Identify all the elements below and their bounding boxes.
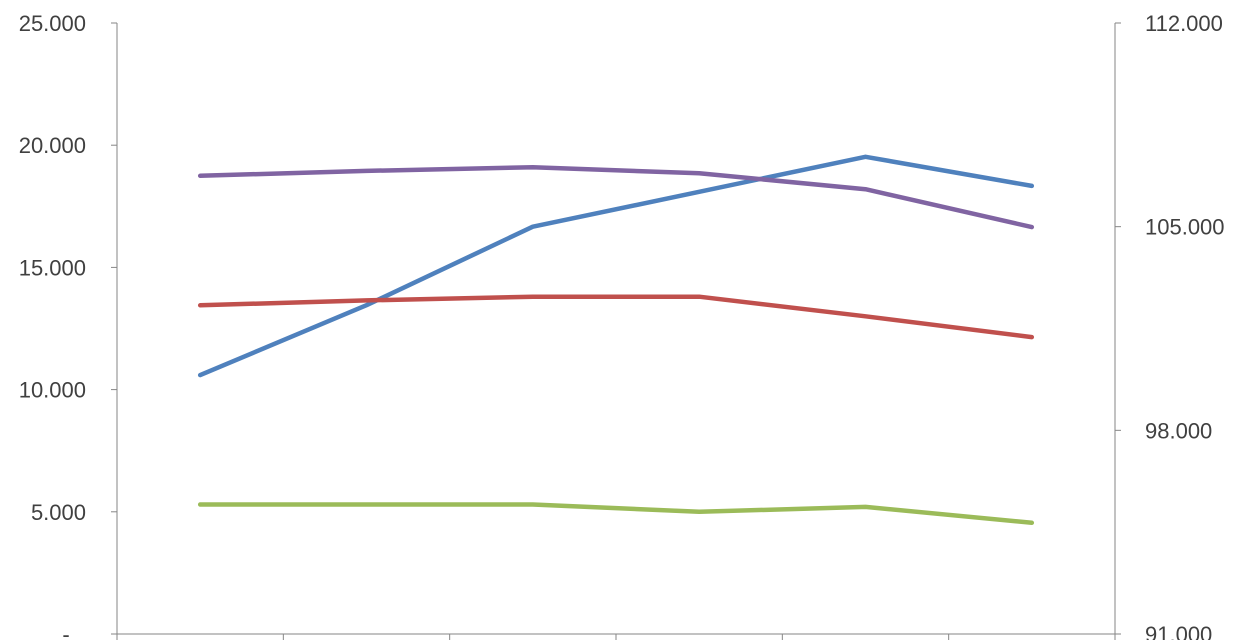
chart-series — [197, 154, 1035, 526]
right-tick-label: 105.000 — [1145, 215, 1225, 240]
left-tick-label: 5.000 — [31, 500, 86, 525]
tick-labels: - 5.000 10.000 15.000 20.000 25.000 91.000 98.0… — [19, 11, 1225, 640]
left-tick-label: - — [62, 622, 69, 640]
right-tick-label: 112.000 — [1145, 11, 1223, 36]
series-line-3 — [197, 164, 1035, 230]
right-tick-label: 98.000 — [1145, 418, 1212, 443]
chart-axes — [111, 22, 1121, 640]
series-line-4 — [197, 502, 1035, 526]
left-tick-label: 15.000 — [19, 255, 86, 280]
left-tick-label: 20.000 — [19, 133, 86, 158]
left-tick-label: 10.000 — [19, 378, 86, 403]
series-line-2 — [197, 294, 1035, 340]
right-tick-label: 91.000 — [1145, 622, 1212, 640]
series-line-1 — [197, 154, 1035, 378]
left-tick-label: 25.000 — [19, 11, 86, 36]
